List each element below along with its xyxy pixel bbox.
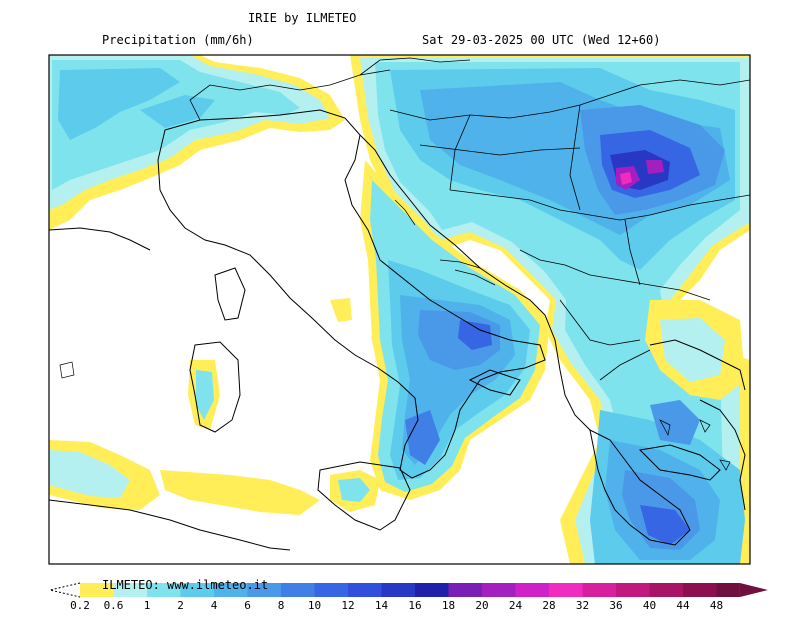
map-layer	[49, 55, 750, 564]
colorbar-tick-label: 8	[277, 599, 285, 612]
colorbar-tick-label: 28	[542, 599, 556, 612]
colorbar-segment	[281, 583, 315, 597]
colorbar-under-arrow	[49, 582, 81, 598]
colorbar-tick-label: 32	[575, 599, 590, 612]
colorbar-segment	[448, 583, 482, 597]
colorbar-tick-label: 24	[508, 599, 523, 612]
colorbar-segment	[247, 583, 281, 597]
valid-time-label: Sat 29-03-2025 00 UTC (Wed 12+60)	[422, 33, 661, 47]
map-frame	[48, 54, 751, 565]
precip-sardinia-sicily	[49, 298, 380, 515]
colorbar-tick-label: 1	[143, 599, 151, 612]
colorbar-tick-label: 44	[676, 599, 690, 612]
colorbar-segment	[415, 583, 449, 597]
colorbar-segment	[616, 583, 650, 597]
coastlines	[49, 109, 746, 551]
colorbar-over-arrow	[739, 583, 768, 597]
colorbar-segment	[214, 583, 248, 597]
colorbar-segment	[381, 583, 415, 597]
colorbar-tick-label: 36	[609, 599, 623, 612]
credit-text: ILMETEO: www.ilmeteo.it	[102, 578, 269, 592]
colorbar-segment	[147, 583, 181, 597]
colorbar-tick-label: 16	[408, 599, 422, 612]
colorbar-segment	[180, 583, 214, 597]
colorbar-segment	[683, 583, 717, 597]
colorbar-tick-label: 2	[177, 599, 184, 612]
colorbar-tick-label: 20	[475, 599, 489, 612]
colorbar-segment	[314, 583, 348, 597]
precip-greece	[590, 300, 745, 564]
colorbar-segment	[515, 583, 549, 597]
colorbar-tick-label: 14	[374, 599, 389, 612]
colorbar-segment	[716, 583, 740, 597]
colorbar-segment	[649, 583, 683, 597]
islands	[59, 199, 731, 471]
colorbar-tick-label: 0.6	[103, 599, 124, 612]
colorbar-segment	[348, 583, 382, 597]
colorbar-tick-label: 0.2	[70, 599, 90, 612]
precip-south-italy	[360, 160, 550, 500]
colorbar-segment	[482, 583, 516, 597]
colorbar-tick-label: 4	[210, 599, 218, 612]
colorbar-tick-label: 6	[244, 599, 251, 612]
precip-alps	[49, 55, 345, 230]
colorbar-tick-label: 10	[307, 599, 322, 612]
colorbar-segment	[549, 583, 583, 597]
colorbar-segment	[113, 583, 147, 597]
colorbar-segment	[582, 583, 616, 597]
colorbar-segment	[80, 583, 114, 597]
colorbar-tick-label: 18	[441, 599, 456, 612]
chart-title: IRIE by ILMETEO	[248, 11, 357, 25]
colorbar-tick-label: 12	[341, 599, 355, 612]
borders	[189, 57, 750, 381]
colorbar	[49, 582, 768, 598]
colorbar-tick-label: 48	[709, 599, 724, 612]
variable-label: Precipitation (mm/6h)	[102, 33, 254, 47]
colorbar-tick-label: 40	[642, 599, 657, 612]
